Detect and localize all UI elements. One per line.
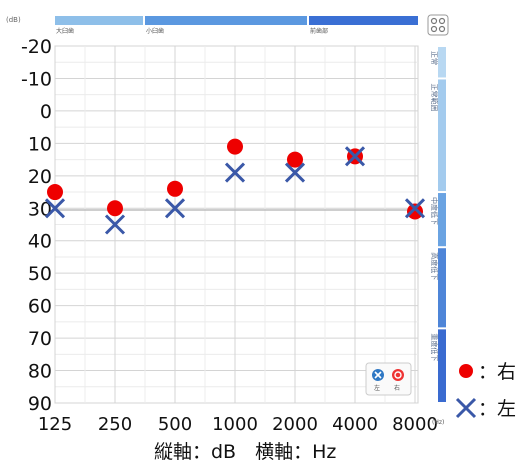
- x-tick-label: 250: [98, 414, 132, 435]
- series-1-point: [164, 198, 186, 219]
- axis-caption: 縦軸：dB 横軸：Hz: [154, 441, 336, 463]
- legend: ：右 ：左: [455, 361, 516, 420]
- y-tick-label: 60: [28, 296, 52, 318]
- top-band-label-0: 大臼歯: [56, 27, 74, 35]
- x-unit-label: (Hz): [432, 419, 444, 426]
- series-0-point: [227, 138, 243, 155]
- side-band-3: [438, 248, 446, 328]
- side-band-label-1: 正常範囲: [430, 83, 439, 111]
- side-band-label-0: 正常: [430, 51, 439, 65]
- hearing-icon: [427, 14, 449, 36]
- side-band-label-3: 高度低下: [430, 252, 439, 280]
- y-tick-label: 40: [28, 231, 52, 253]
- y-tick-label: 70: [28, 328, 52, 350]
- right-ear-icon: [392, 369, 404, 381]
- y-tick-label: 20: [28, 166, 52, 188]
- series-1-point: [344, 146, 366, 167]
- x-tick-label: 4000: [332, 414, 378, 435]
- legend-label-0: ：右: [478, 361, 516, 383]
- series-1-point: [44, 198, 66, 219]
- legend-label-1: ：左: [478, 398, 516, 420]
- legend-marker-1: [455, 397, 477, 419]
- side-band-label-4: 重度低下: [430, 333, 439, 361]
- side-band-1: [438, 79, 446, 192]
- series-1-point: [104, 214, 126, 235]
- grid: [54, 45, 419, 404]
- y-tick-label: 50: [28, 263, 52, 285]
- x-tick-label: 125: [38, 414, 72, 435]
- y-unit-label: (dB): [6, 16, 21, 24]
- inner-legend-box: 左 右: [365, 362, 412, 396]
- side-band-2: [438, 193, 446, 247]
- y-tick-label: 0: [40, 101, 52, 123]
- y-tick-labels: -20 -10 0 10 20 30 40 50 60 70 80 90: [21, 36, 52, 415]
- side-band-label-2: 中度低下: [430, 197, 439, 225]
- series-1-point: [224, 162, 246, 183]
- x-tick-labels: 125 250 500 1000 2000 4000 8000: [38, 414, 438, 435]
- top-band-bar: 大臼歯 小臼歯 前歯部: [55, 16, 418, 35]
- series-0-point: [407, 203, 423, 220]
- top-band-1: [145, 16, 307, 25]
- x-tick-label: 8000: [392, 414, 438, 435]
- x-tick-label: 2000: [272, 414, 318, 435]
- y-tick-label: -10: [21, 68, 52, 90]
- side-band-0: [438, 47, 446, 78]
- legend-marker-0: [459, 364, 473, 378]
- data-marks: [44, 138, 426, 235]
- y-tick-label: 10: [28, 133, 52, 155]
- side-band-4: [438, 329, 446, 402]
- inner-legend-right-label: 右: [394, 384, 400, 392]
- series-1-point: [284, 162, 306, 183]
- y-tick-label: -20: [21, 36, 52, 58]
- series-1-point: [404, 198, 426, 219]
- inner-legend-left-label: 左: [374, 384, 380, 392]
- y-tick-label: 30: [28, 198, 52, 220]
- series-0-point: [107, 200, 123, 217]
- top-band-label-1: 小臼歯: [146, 27, 164, 35]
- series-0-point: [47, 184, 63, 201]
- top-band-2: [309, 16, 418, 25]
- top-band-label-2: 前歯部: [310, 27, 328, 35]
- x-tick-label: 500: [158, 414, 192, 435]
- series-0-point: [287, 151, 303, 168]
- y-tick-label: 90: [28, 393, 52, 415]
- series-0-point: [167, 180, 183, 197]
- y-tick-label: 80: [28, 361, 52, 383]
- x-tick-label: 1000: [212, 414, 258, 435]
- top-band-0: [55, 16, 143, 25]
